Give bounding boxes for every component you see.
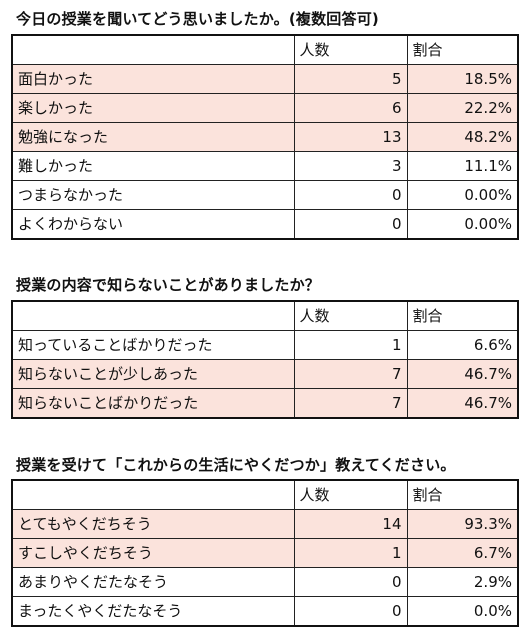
row-pct: 6.6% [406, 330, 519, 360]
row-count: 7 [293, 359, 408, 389]
header-cell-count: 人数 [293, 34, 408, 65]
table-row: 楽しかった 6 22.2% [11, 93, 519, 123]
row-label: 面白かった [11, 64, 295, 94]
table-row: 知らないことが少しあった 7 46.7% [11, 359, 519, 389]
row-pct: 46.7% [406, 388, 519, 419]
table-row: 知っていることばかりだった 1 6.6% [11, 330, 519, 360]
row-pct: 0.00% [406, 209, 519, 240]
table-row: 勉強になった 13 48.2% [11, 122, 519, 152]
table-row: とてもやくだちそう 14 93.3% [11, 509, 519, 539]
row-count: 1 [293, 330, 408, 360]
row-pct: 46.7% [406, 359, 519, 389]
row-label: 知らないことばかりだった [11, 388, 295, 419]
header-cell-count: 人数 [293, 300, 408, 331]
row-pct: 2.9% [406, 567, 519, 597]
row-label: 楽しかった [11, 93, 295, 123]
header-cell-count: 人数 [293, 479, 408, 510]
row-label: つまらなかった [11, 180, 295, 210]
table-row: あまりやくだたなそう 0 2.9% [11, 567, 519, 597]
row-count: 0 [293, 596, 408, 627]
table-header-row: 人数 割合 [11, 34, 519, 65]
header-cell-pct: 割合 [406, 479, 519, 510]
table-header-row: 人数 割合 [11, 479, 519, 510]
table-row: 知らないことばかりだった 7 46.7% [11, 388, 519, 419]
header-cell-label [11, 300, 295, 331]
row-pct: 18.5% [406, 64, 519, 94]
row-label: あまりやくだたなそう [11, 567, 295, 597]
row-pct: 93.3% [406, 509, 519, 539]
row-count: 5 [293, 64, 408, 94]
row-count: 1 [293, 538, 408, 568]
table-row: つまらなかった 0 0.00% [11, 180, 519, 210]
row-label: 知らないことが少しあった [11, 359, 295, 389]
header-cell-label [11, 479, 295, 510]
row-pct: 0.00% [406, 180, 519, 210]
row-count: 0 [293, 209, 408, 240]
row-pct: 0.0% [406, 596, 519, 627]
row-label: 知っていることばかりだった [11, 330, 295, 360]
row-pct: 22.2% [406, 93, 519, 123]
section-2-table: 人数 割合 知っていることばかりだった 1 6.6% 知らないことが少しあった … [11, 300, 519, 419]
table-row: まったくやくだたなそう 0 0.0% [11, 596, 519, 627]
row-label: すこしやくだちそう [11, 538, 295, 568]
row-label: よくわからない [11, 209, 295, 240]
table-row: 面白かった 5 18.5% [11, 64, 519, 94]
row-label: 難しかった [11, 151, 295, 181]
row-count: 6 [293, 93, 408, 123]
section-3-table: 人数 割合 とてもやくだちそう 14 93.3% すこしやくだちそう 1 6.7… [11, 479, 519, 627]
section-1-title: 今日の授業を聞いてどう思いましたか。(複数回答可) [16, 10, 379, 28]
table-row: 難しかった 3 11.1% [11, 151, 519, 181]
row-pct: 48.2% [406, 122, 519, 152]
table-row: すこしやくだちそう 1 6.7% [11, 538, 519, 568]
row-count: 0 [293, 180, 408, 210]
row-label: まったくやくだたなそう [11, 596, 295, 627]
row-pct: 11.1% [406, 151, 519, 181]
row-pct: 6.7% [406, 538, 519, 568]
row-count: 3 [293, 151, 408, 181]
row-label: 勉強になった [11, 122, 295, 152]
section-2-title: 授業の内容で知らないことがありましたか？ [16, 276, 321, 294]
header-cell-label [11, 34, 295, 65]
section-3-title: 授業を受けて「これからの生活にやくだつか」教えてください。 [16, 456, 456, 474]
row-count: 14 [293, 509, 408, 539]
row-count: 7 [293, 388, 408, 419]
section-1-table: 人数 割合 面白かった 5 18.5% 楽しかった 6 22.2% 勉強になった… [11, 34, 519, 240]
table-row: よくわからない 0 0.00% [11, 209, 519, 240]
row-label: とてもやくだちそう [11, 509, 295, 539]
row-count: 13 [293, 122, 408, 152]
header-cell-pct: 割合 [406, 300, 519, 331]
table-header-row: 人数 割合 [11, 300, 519, 331]
header-cell-pct: 割合 [406, 34, 519, 65]
row-count: 0 [293, 567, 408, 597]
